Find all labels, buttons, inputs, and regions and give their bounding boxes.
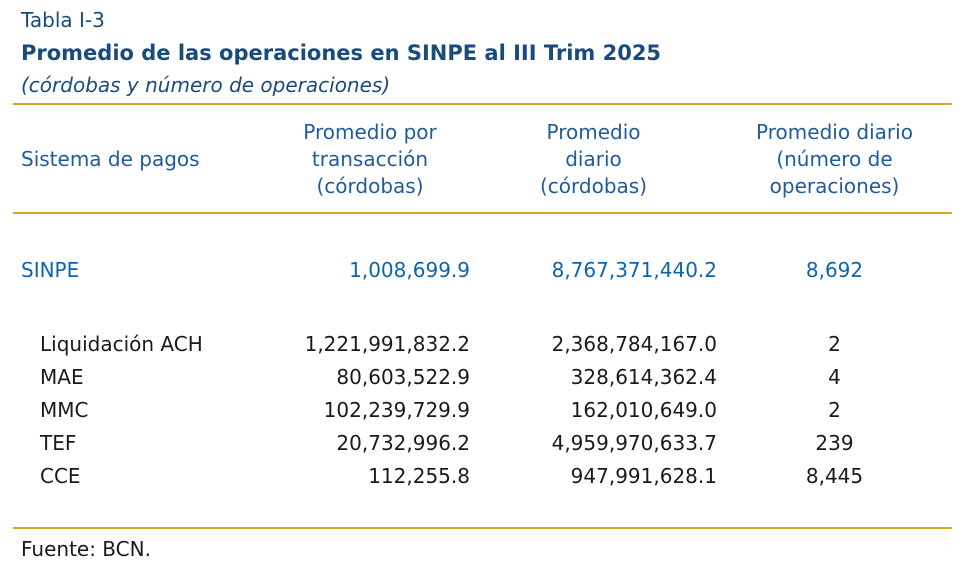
value-per-transaction: 1,008,699.9	[349, 258, 470, 282]
value-per-transaction: 80,603,522.9	[336, 365, 470, 389]
bottom-rule	[13, 527, 952, 529]
value-daily-ops: 8,692	[805, 258, 864, 282]
value-daily: 947,991,628.1	[570, 464, 717, 488]
table-header-row: Sistema de pagos Promedio por transacció…	[13, 103, 952, 214]
column-header-daily-ops: Promedio diario (número de operaciones)	[717, 103, 952, 214]
table-row-cce: CCE 112,255.8 947,991,628.1 8,445	[13, 460, 952, 493]
row-label: MAE	[40, 365, 84, 389]
row-label: TEF	[40, 431, 77, 455]
value-daily: 8,767,371,440.2	[551, 258, 717, 282]
value-daily-ops: 2	[828, 332, 841, 356]
row-label: CCE	[40, 464, 81, 488]
table-row-sinpe-total: SINPE 1,008,699.9 8,767,371,440.2 8,692	[13, 256, 952, 284]
table-row-tef: TEF 20,732,996.2 4,959,970,633.7 239	[13, 427, 952, 460]
column-header-per-transaction: Promedio por transacción (córdobas)	[270, 103, 470, 214]
spacer-row	[13, 284, 952, 328]
value-daily-ops: 239	[815, 431, 854, 455]
row-label: Liquidación ACH	[40, 332, 203, 356]
value-per-transaction: 112,255.8	[368, 464, 470, 488]
table-label: Tabla I-3	[21, 8, 105, 32]
value-daily-ops: 2	[828, 398, 841, 422]
value-per-transaction: 1,221,991,832.2	[304, 332, 470, 356]
table-subtitle: (córdobas y número de operaciones)	[21, 73, 391, 97]
value-daily: 162,010,649.0	[570, 398, 717, 422]
row-label: MMC	[40, 398, 89, 422]
value-daily: 2,368,784,167.0	[551, 332, 717, 356]
value-per-transaction: 20,732,996.2	[336, 431, 470, 455]
value-daily-ops: 4	[828, 365, 841, 389]
value-daily: 328,614,362.4	[570, 365, 717, 389]
spacer-row	[13, 493, 952, 527]
source-note: Fuente: BCN.	[21, 537, 151, 561]
column-header-daily: Promedio diario (córdobas)	[470, 103, 717, 214]
value-daily: 4,959,970,633.7	[551, 431, 717, 455]
table-title: Promedio de las operaciones en SINPE al …	[21, 41, 662, 65]
value-daily-ops: 8,445	[805, 464, 864, 488]
spacer-row	[13, 213, 952, 256]
table-row-liquidacion-ach: Liquidación ACH 1,221,991,832.2 2,368,78…	[13, 328, 952, 361]
table-row-mmc: MMC 102,239,729.9 162,010,649.0 2	[13, 394, 952, 427]
title-block: Tabla I-3 Promedio de las operaciones en…	[21, 8, 971, 98]
value-per-transaction: 102,239,729.9	[323, 398, 470, 422]
row-label: SINPE	[21, 258, 80, 282]
sinpe-operations-table: Sistema de pagos Promedio por transacció…	[13, 103, 952, 527]
table-row-mae: MAE 80,603,522.9 328,614,362.4 4	[13, 361, 952, 394]
column-header-system: Sistema de pagos	[13, 103, 270, 214]
